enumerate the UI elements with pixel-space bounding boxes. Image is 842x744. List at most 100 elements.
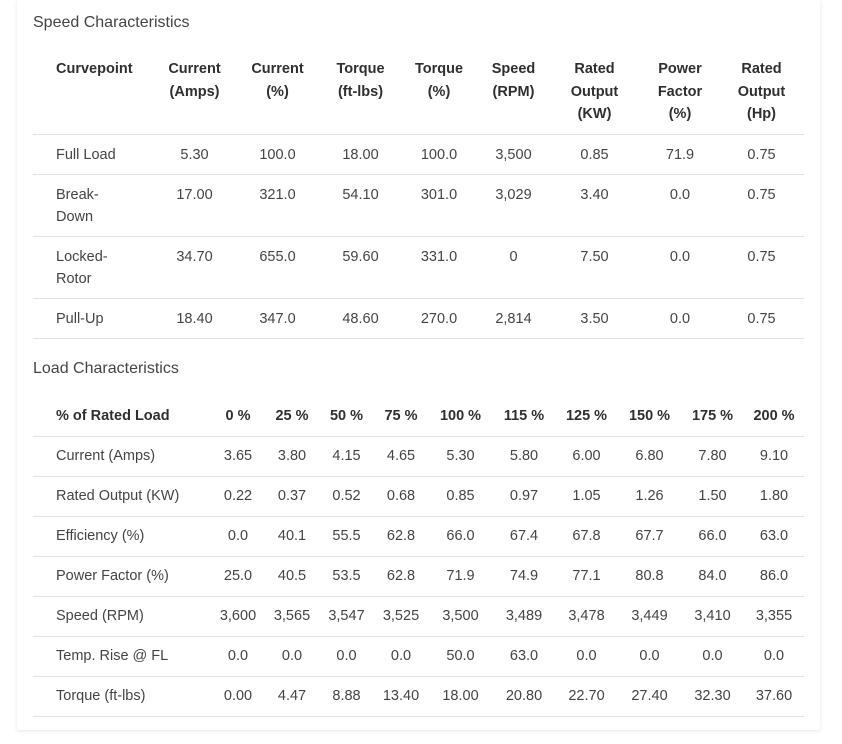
load-cell: 5.30 xyxy=(428,436,493,477)
header-line: Rated xyxy=(574,61,615,77)
load-col-header: 75 % xyxy=(384,408,418,424)
speed-cell: 0.0 xyxy=(641,236,719,299)
load-cell: 0.22 xyxy=(211,476,265,517)
load-cell: 55.5 xyxy=(319,516,374,557)
curvepoint-cell: Break- Down xyxy=(33,174,156,237)
speed-cell: 5.30 xyxy=(156,134,233,175)
load-cell: 3.65 xyxy=(211,436,265,477)
speed-cell: 0.75 xyxy=(719,174,804,237)
curvepoint-line: Full Load xyxy=(56,147,116,163)
header-line: Torque xyxy=(414,61,464,77)
load-cell: 66.0 xyxy=(428,516,493,557)
load-cell: 3,410 xyxy=(681,596,744,637)
load-cell: 13.40 xyxy=(374,676,428,717)
speed-cell: 100.0 xyxy=(399,134,479,175)
speed-header-row: Curvepoint Current (Amps) Current (%) Torque (… xyxy=(33,58,804,135)
load-cell: 0.00 xyxy=(211,676,265,717)
load-cell: 0.85 xyxy=(428,476,493,517)
speed-cell: 321.0 xyxy=(233,174,322,237)
load-col-header: % of Rated Load xyxy=(56,408,170,424)
speed-cell: 3.50 xyxy=(548,298,641,339)
speed-cell: 59.60 xyxy=(322,236,399,299)
load-col-header: 125 % xyxy=(565,408,608,424)
speed-cell: 270.0 xyxy=(399,298,479,339)
load-cell: 0.52 xyxy=(319,476,374,517)
speed-cell: 0.75 xyxy=(719,298,804,339)
load-cell: 5.80 xyxy=(493,436,555,477)
speed-cell: 0.75 xyxy=(719,236,804,299)
speed-col-header: Rated Output (Hp) xyxy=(719,58,804,135)
load-cell: 3,478 xyxy=(555,596,618,637)
load-cell: 7.80 xyxy=(681,436,744,477)
load-row: Power Factor (%) 25.0 40.5 53.5 62.8 71.9 74.9… xyxy=(33,556,804,597)
load-cell: 6.00 xyxy=(555,436,618,477)
speed-row: Pull-Up 18.40 347.0 48.60 270.0 2,814 3.50 0.0 0… xyxy=(33,298,804,339)
speed-characteristics-table: Curvepoint Current (Amps) Current (%) Torque (… xyxy=(33,58,804,339)
load-cell: 0.0 xyxy=(211,516,265,557)
speed-col-header: Torque (ft-lbs) xyxy=(322,58,399,135)
speed-cell: 0.0 xyxy=(641,298,719,339)
speed-cell: 655.0 xyxy=(233,236,322,299)
load-cell: 66.0 xyxy=(681,516,744,557)
load-cell: 0.0 xyxy=(319,636,374,677)
header-line: (%) xyxy=(427,83,451,100)
speed-row: Full Load 5.30 100.0 18.00 100.0 3,500 0.85 71.… xyxy=(33,134,804,175)
load-cell: 3,547 xyxy=(319,596,374,637)
load-cell: 0.97 xyxy=(493,476,555,517)
speed-col-header: Speed (RPM) xyxy=(479,58,548,135)
speed-col-header: Current (%) xyxy=(233,58,322,135)
load-cell: 74.9 xyxy=(493,556,555,597)
load-cell: 63.0 xyxy=(744,516,804,557)
speed-row: Locked- Rotor 34.70 655.0 59.60 331.0 0 7.50 0.0… xyxy=(33,236,804,299)
load-cell: 3,500 xyxy=(428,596,493,637)
load-cell: 0.0 xyxy=(374,636,428,677)
load-cell: 67.4 xyxy=(493,516,555,557)
load-cell: 1.80 xyxy=(744,476,804,517)
speed-row: Break- Down 17.00 321.0 54.10 301.0 3,029 3.40 0… xyxy=(33,174,804,237)
load-cell: 20.80 xyxy=(493,676,555,717)
load-cell: 0.37 xyxy=(265,476,319,517)
load-cell: 37.60 xyxy=(744,676,804,717)
load-cell: 4.65 xyxy=(374,436,428,477)
load-col-header: 25 % xyxy=(275,408,309,424)
load-cell: 0.68 xyxy=(374,476,428,517)
header-line: Speed xyxy=(491,61,536,77)
speed-cell: 0.85 xyxy=(548,134,641,175)
load-row-label: Temp. Rise @ FL xyxy=(33,636,211,677)
load-cell: 0.0 xyxy=(265,636,319,677)
curvepoint-cell: Pull-Up xyxy=(33,298,156,339)
load-col-header: 150 % xyxy=(628,408,671,424)
load-cell: 84.0 xyxy=(681,556,744,597)
speed-cell: 301.0 xyxy=(399,174,479,237)
speed-cell: 3.40 xyxy=(548,174,641,237)
load-cell: 67.7 xyxy=(618,516,681,557)
speed-cell: 18.40 xyxy=(156,298,233,339)
load-cell: 1.05 xyxy=(555,476,618,517)
header-line: (Hp) xyxy=(747,106,776,122)
speed-col-header: Power Factor (%) xyxy=(641,58,719,135)
load-cell: 18.00 xyxy=(428,676,493,717)
speed-cell: 347.0 xyxy=(233,298,322,339)
speed-cell: 0 xyxy=(479,236,548,299)
load-col-header: 200 % xyxy=(753,408,795,424)
load-col-header: 115 % xyxy=(503,408,545,424)
load-cell: 27.40 xyxy=(618,676,681,717)
speed-cell: 331.0 xyxy=(399,236,479,299)
load-cell: 40.5 xyxy=(265,556,319,597)
speed-cell: 3,029 xyxy=(479,174,548,237)
header-line: Rated xyxy=(741,61,782,77)
load-cell: 32.30 xyxy=(681,676,744,717)
header-line: (%) xyxy=(668,106,692,122)
load-row-label: Speed (RPM) xyxy=(33,596,211,637)
load-cell: 0.0 xyxy=(618,636,681,677)
load-cell: 62.8 xyxy=(374,516,428,557)
header-line: Current xyxy=(251,61,304,77)
load-cell: 77.1 xyxy=(555,556,618,597)
load-cell: 1.26 xyxy=(618,476,681,517)
load-row: Temp. Rise @ FL 0.0 0.0 0.0 0.0 50.0 63.0 0.0 0.… xyxy=(33,636,804,677)
header-line: Output xyxy=(570,83,619,100)
load-cell: 22.70 xyxy=(555,676,618,717)
load-row-label: Efficiency (%) xyxy=(33,516,211,557)
load-cell: 62.8 xyxy=(374,556,428,597)
header-line: (RPM) xyxy=(492,83,535,100)
